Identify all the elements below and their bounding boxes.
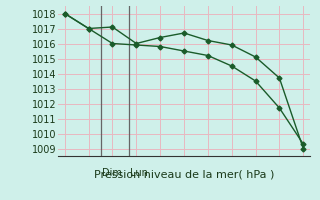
X-axis label: Pression niveau de la mer( hPa ): Pression niveau de la mer( hPa ) bbox=[94, 170, 274, 180]
Text: Lun: Lun bbox=[130, 168, 148, 178]
Text: Dim: Dim bbox=[102, 168, 122, 178]
